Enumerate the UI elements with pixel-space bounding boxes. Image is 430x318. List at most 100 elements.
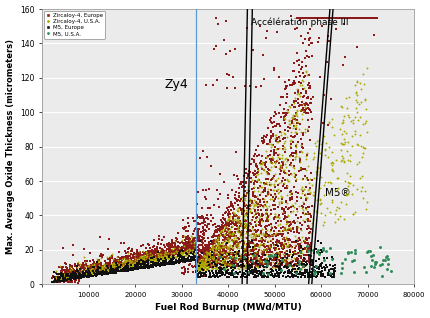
Point (223, 223, 230, 228)
Point (74, 266, 80, 271)
Point (149, 244, 156, 249)
Point (362, 206, 369, 211)
Point (310, 15, 316, 20)
Point (249, 171, 256, 176)
Point (331, 188, 338, 193)
Point (186, 258, 193, 263)
Point (152, 250, 159, 255)
Point (206, 273, 213, 278)
Point (114, 260, 121, 265)
Point (221, 257, 228, 262)
Point (248, 264, 255, 269)
Point (361, 15, 368, 20)
Point (289, 105, 296, 110)
Point (143, 253, 150, 259)
Point (61, 271, 68, 276)
Point (291, 242, 298, 247)
Point (157, 242, 164, 247)
Point (110, 264, 117, 269)
Point (127, 262, 134, 267)
Point (238, 262, 245, 267)
Point (221, 216, 227, 221)
Point (115, 262, 122, 267)
Point (193, 213, 200, 218)
Point (90, 269, 97, 274)
Point (271, 274, 278, 279)
Point (100, 267, 107, 272)
Point (61, 272, 68, 277)
Point (120, 263, 127, 268)
Point (303, 53, 310, 58)
Point (110, 263, 117, 268)
Point (347, 15, 354, 20)
Point (248, 267, 255, 272)
Point (371, 15, 378, 20)
Point (233, 237, 240, 242)
Point (304, 260, 311, 265)
Point (230, 238, 237, 243)
Point (93, 266, 100, 271)
Point (286, 144, 293, 149)
Point (213, 248, 220, 253)
Point (154, 253, 161, 258)
Point (298, 15, 304, 20)
Point (193, 255, 200, 260)
Point (278, 262, 285, 267)
Point (198, 259, 205, 264)
Point (316, 142, 323, 147)
Point (159, 251, 166, 256)
Point (77, 272, 83, 277)
Point (114, 258, 120, 263)
Point (250, 184, 257, 190)
Point (60, 277, 67, 282)
Point (95, 263, 102, 268)
Point (182, 257, 189, 262)
Point (90, 273, 97, 278)
Point (303, 270, 310, 275)
Point (226, 226, 233, 231)
Point (71, 272, 77, 277)
Point (201, 261, 208, 266)
Point (131, 266, 138, 271)
Point (240, 200, 247, 205)
Point (287, 245, 294, 250)
Point (90, 262, 97, 267)
Point (237, 257, 244, 262)
Point (55, 276, 61, 281)
Point (184, 262, 191, 267)
Point (85, 271, 92, 276)
Point (310, 155, 316, 160)
Point (292, 125, 299, 130)
Point (130, 258, 137, 263)
Point (266, 118, 273, 123)
Point (281, 263, 288, 268)
Point (266, 159, 273, 164)
Point (234, 209, 241, 214)
Point (93, 263, 100, 268)
Point (103, 270, 110, 275)
Point (284, 271, 291, 276)
Point (208, 249, 215, 254)
Point (251, 264, 258, 269)
Point (123, 262, 130, 267)
Point (305, 43, 312, 48)
Point (156, 263, 163, 268)
Point (178, 250, 185, 255)
Point (183, 247, 190, 252)
Point (231, 250, 238, 255)
Point (80, 273, 87, 278)
Point (181, 249, 188, 254)
Point (348, 15, 355, 20)
Point (269, 273, 276, 279)
Point (270, 188, 277, 193)
Point (251, 267, 258, 273)
Point (149, 256, 156, 261)
Point (259, 197, 266, 202)
Point (370, 265, 377, 270)
Point (80, 272, 86, 277)
Point (241, 184, 248, 189)
Point (292, 74, 299, 80)
Point (244, 241, 251, 246)
Point (71, 272, 77, 277)
Point (306, 261, 313, 266)
